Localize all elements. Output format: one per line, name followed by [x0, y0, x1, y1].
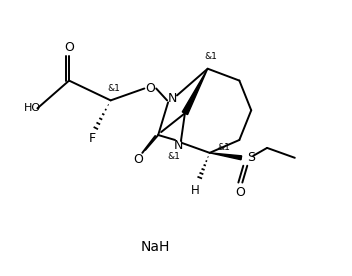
- Text: F: F: [88, 131, 95, 145]
- Text: HO: HO: [24, 103, 41, 113]
- Text: NaH: NaH: [140, 240, 170, 254]
- Text: &1: &1: [168, 152, 181, 161]
- Text: O: O: [64, 41, 74, 54]
- Text: &1: &1: [204, 52, 217, 61]
- Text: H: H: [190, 184, 199, 197]
- Polygon shape: [182, 69, 208, 115]
- Text: &1: &1: [217, 144, 230, 152]
- Text: S: S: [247, 151, 255, 164]
- Text: O: O: [145, 82, 155, 95]
- Text: N: N: [173, 139, 183, 152]
- Polygon shape: [210, 153, 241, 160]
- Text: N: N: [167, 92, 177, 105]
- Text: O: O: [235, 186, 245, 199]
- Text: O: O: [133, 153, 143, 166]
- Text: &1: &1: [107, 84, 120, 93]
